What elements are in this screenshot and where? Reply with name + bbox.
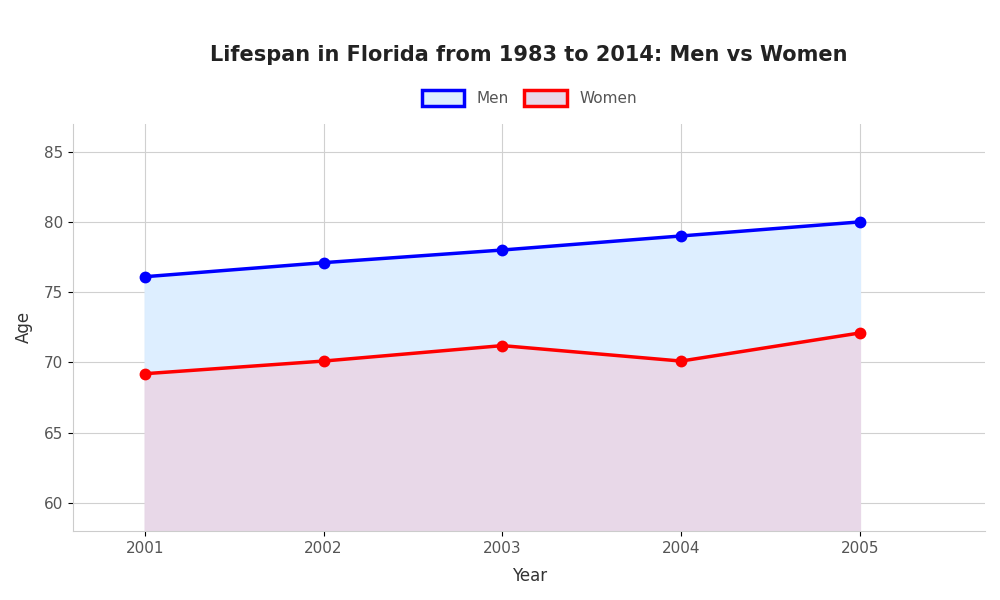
Legend: Men, Women: Men, Women (414, 82, 644, 113)
Y-axis label: Age: Age (15, 311, 33, 343)
X-axis label: Year: Year (512, 567, 547, 585)
Title: Lifespan in Florida from 1983 to 2014: Men vs Women: Lifespan in Florida from 1983 to 2014: M… (210, 45, 848, 65)
